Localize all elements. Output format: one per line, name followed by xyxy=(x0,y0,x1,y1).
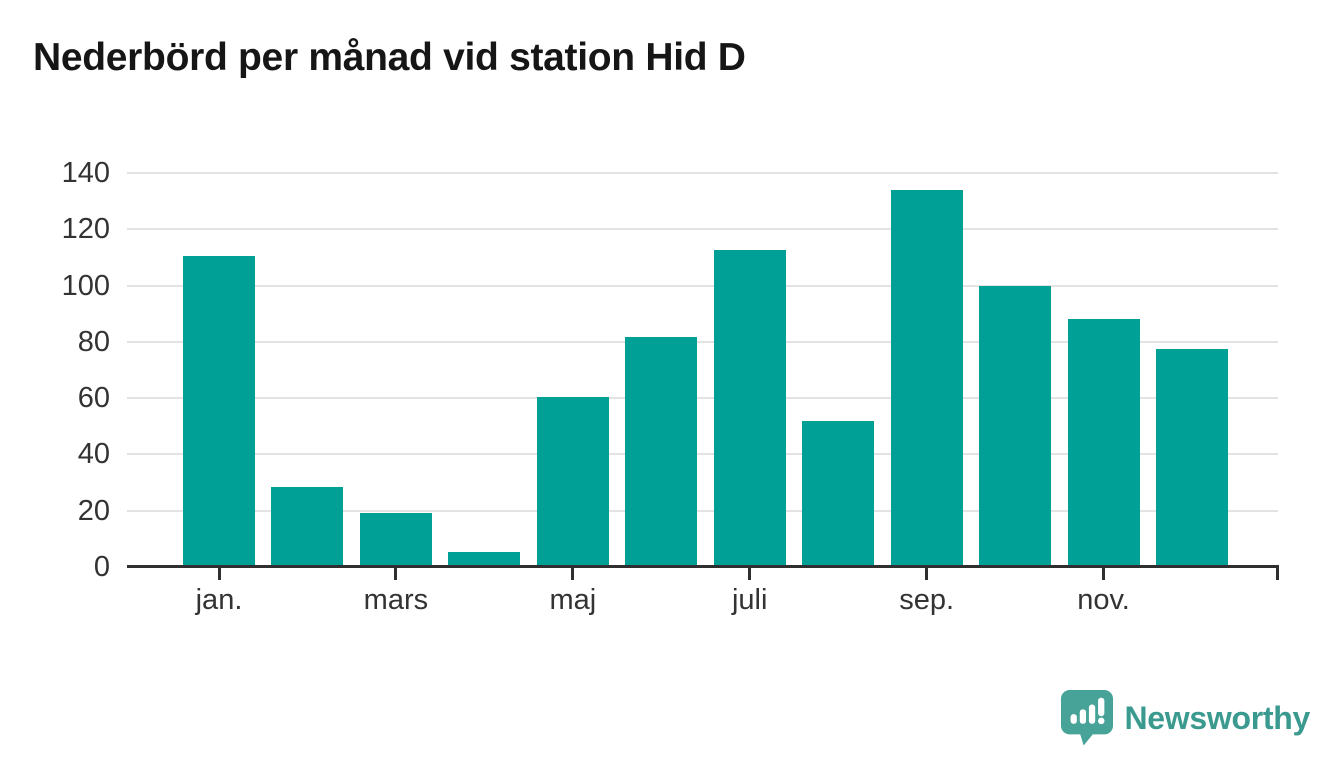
bar-apr xyxy=(448,551,521,567)
gridline-y-140 xyxy=(127,172,1278,174)
gridline-y-100 xyxy=(127,284,1278,287)
bar-aug xyxy=(802,420,875,567)
bar-mars xyxy=(359,512,432,567)
chart-title: Nederbörd per månad vid station Hid D xyxy=(33,36,746,79)
x-tick-maj xyxy=(571,568,575,580)
newsworthy-bubble-chart-icon xyxy=(1060,690,1113,746)
gridline-y-120 xyxy=(127,228,1278,231)
y-axis-label-140: 140 xyxy=(61,157,110,189)
y-axis-label-20: 20 xyxy=(77,494,110,527)
gridline-y-80 xyxy=(127,340,1278,343)
x-axis-label-nov: nov. xyxy=(1077,584,1130,616)
bar-maj xyxy=(536,396,609,567)
x-axis-label-maj: maj xyxy=(549,584,597,616)
x-axis-label-mars: mars xyxy=(363,584,429,616)
x-axis-end-tick xyxy=(1276,565,1279,580)
y-axis-label-0: 0 xyxy=(93,551,110,583)
gridline-y-60 xyxy=(127,397,1278,400)
x-tick-jan xyxy=(217,568,221,580)
gridline-y-20 xyxy=(127,509,1278,512)
x-tick-nov xyxy=(1102,568,1106,580)
bar-feb xyxy=(271,487,344,567)
bar-dec xyxy=(1156,348,1228,567)
y-axis-label-80: 80 xyxy=(77,325,110,358)
bar-sep xyxy=(890,190,963,567)
bar-juli xyxy=(713,250,786,567)
bar-okt xyxy=(979,286,1052,567)
x-axis-label-jan: jan. xyxy=(195,584,243,616)
x-axis-label-juli: juli xyxy=(731,584,768,616)
newsworthy-wordmark: Newsworthy xyxy=(1124,699,1311,736)
bar-juni xyxy=(625,337,698,567)
x-tick-juli xyxy=(748,568,752,580)
x-axis-label-sep: sep. xyxy=(899,584,955,616)
plot-area xyxy=(127,172,1278,567)
bar-jan xyxy=(183,256,255,567)
y-axis-label-40: 40 xyxy=(77,438,110,471)
y-axis-label-100: 100 xyxy=(61,269,110,302)
x-axis-line xyxy=(127,565,1279,568)
gridline-y-40 xyxy=(127,453,1278,456)
y-axis-label-60: 60 xyxy=(77,382,110,415)
bar-nov xyxy=(1067,319,1140,567)
newsworthy-logo: Newsworthy xyxy=(1060,689,1311,747)
x-tick-mars xyxy=(394,568,398,580)
y-axis-label-120: 120 xyxy=(61,213,110,246)
x-tick-sep xyxy=(925,568,929,580)
